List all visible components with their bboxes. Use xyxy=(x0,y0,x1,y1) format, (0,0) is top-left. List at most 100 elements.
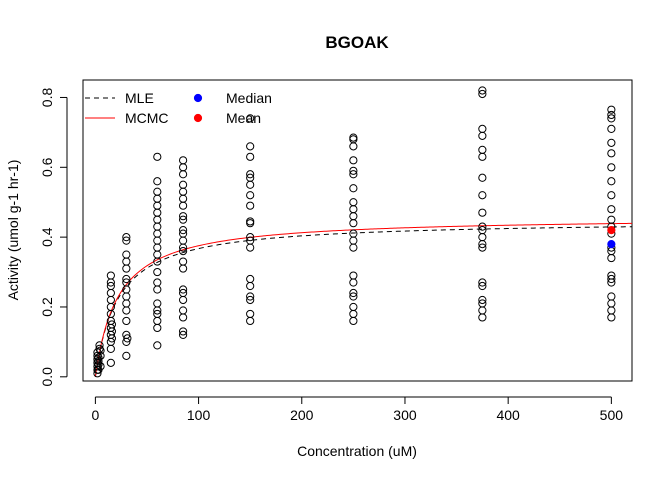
data-point xyxy=(607,177,616,186)
data-point xyxy=(246,281,255,291)
mcmc-curve xyxy=(94,222,633,377)
data-point xyxy=(246,243,255,252)
data-points xyxy=(93,86,616,378)
data-point xyxy=(122,299,131,308)
data-point xyxy=(478,313,487,322)
data-point xyxy=(349,278,358,287)
data-point xyxy=(178,327,188,336)
data-point xyxy=(246,274,255,284)
data-point xyxy=(122,316,131,326)
data-point xyxy=(246,309,255,319)
data-point xyxy=(178,313,188,322)
data-point xyxy=(478,226,487,235)
data-point xyxy=(153,250,162,259)
data-point xyxy=(122,274,131,284)
data-point xyxy=(478,191,487,200)
data-point xyxy=(178,257,188,266)
summary-points xyxy=(607,226,616,249)
data-point xyxy=(349,236,358,245)
median-point xyxy=(607,240,616,249)
data-point xyxy=(349,135,358,144)
data-point xyxy=(178,295,188,305)
data-point xyxy=(349,288,358,298)
data-point xyxy=(607,313,616,322)
data-point xyxy=(607,163,616,172)
data-point xyxy=(478,306,487,315)
data-point xyxy=(607,253,616,263)
data-point xyxy=(246,201,255,210)
data-point xyxy=(178,212,188,221)
data-point xyxy=(478,208,487,217)
legend: MLE MCMC Median Mean xyxy=(85,90,272,126)
legend-mcmc-label: MCMC xyxy=(125,110,169,126)
data-point xyxy=(478,278,487,287)
x-axis-label: Concentration (uM) xyxy=(297,443,417,459)
data-point xyxy=(607,271,616,280)
data-point xyxy=(122,278,131,287)
data-point xyxy=(153,278,162,287)
y-tick-label: 0.2 xyxy=(39,297,55,317)
data-point xyxy=(349,184,358,193)
data-point xyxy=(349,292,358,301)
data-point xyxy=(349,205,358,214)
data-point xyxy=(478,124,487,133)
data-point xyxy=(349,198,358,207)
data-point xyxy=(349,170,358,179)
data-point xyxy=(349,309,358,319)
data-point xyxy=(153,236,162,245)
x-tick-label: 300 xyxy=(393,407,417,423)
data-point xyxy=(122,330,131,340)
x-tick-label: 0 xyxy=(91,407,99,423)
data-point xyxy=(246,295,255,305)
data-point xyxy=(153,208,162,217)
data-point xyxy=(178,180,188,189)
data-point xyxy=(607,105,616,114)
data-point xyxy=(106,295,115,305)
data-point xyxy=(246,114,255,123)
y-axis-label: Activity (umol g-1 hr-1) xyxy=(5,160,21,301)
data-point xyxy=(178,247,188,256)
data-point xyxy=(349,156,358,165)
data-point xyxy=(106,271,115,280)
data-point xyxy=(122,292,131,301)
data-point xyxy=(122,306,131,315)
data-point xyxy=(246,316,255,326)
y-tick-label: 0.8 xyxy=(39,88,55,108)
data-point xyxy=(122,351,131,360)
data-point xyxy=(153,341,162,350)
data-point xyxy=(349,219,358,228)
data-point xyxy=(349,271,358,280)
data-point xyxy=(478,281,487,291)
data-point xyxy=(96,351,105,360)
data-point xyxy=(178,215,188,224)
data-point xyxy=(246,191,255,200)
fit-curves xyxy=(94,222,633,377)
data-point xyxy=(349,302,358,312)
legend-mean-swatch xyxy=(193,113,203,123)
data-point xyxy=(106,358,115,367)
data-point xyxy=(607,110,616,120)
data-point xyxy=(153,201,162,210)
data-point xyxy=(349,212,358,221)
data-point xyxy=(95,341,104,350)
data-point xyxy=(607,124,616,133)
data-point xyxy=(607,114,616,123)
mle-curve xyxy=(94,226,633,377)
data-point xyxy=(478,131,487,140)
data-point xyxy=(246,152,255,161)
data-point xyxy=(178,306,188,315)
data-point xyxy=(607,215,616,224)
data-point xyxy=(349,229,358,238)
data-point xyxy=(153,243,162,252)
data-point xyxy=(607,306,616,315)
data-point xyxy=(122,250,131,259)
y-axis: 0.0 0.2 0.4 0.6 0.8 xyxy=(39,88,68,387)
data-point xyxy=(607,299,616,308)
data-point xyxy=(178,236,188,245)
y-tick-label: 0.6 xyxy=(39,157,55,177)
x-tick-label: 100 xyxy=(187,407,211,423)
data-point xyxy=(349,166,358,175)
data-point xyxy=(106,344,115,353)
data-point xyxy=(178,229,188,238)
data-point xyxy=(478,295,487,305)
